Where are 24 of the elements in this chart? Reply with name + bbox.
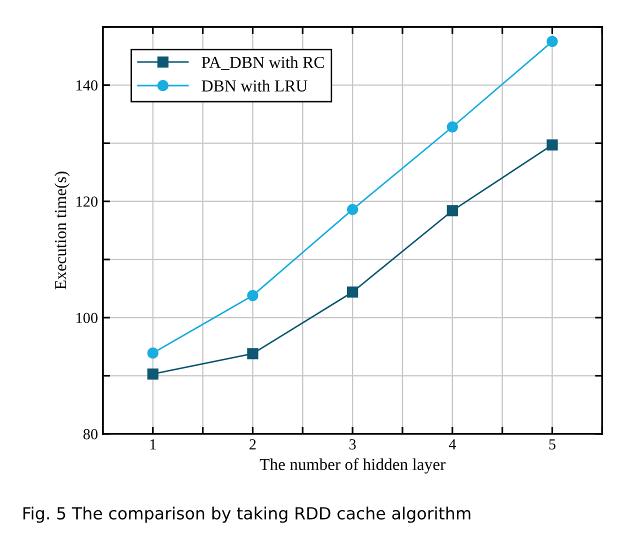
point	[147, 348, 158, 359]
point	[546, 139, 558, 151]
y-tick-label: 80	[83, 429, 98, 440]
point	[247, 348, 258, 360]
point	[247, 290, 258, 302]
y-tick-label: 140	[76, 80, 98, 91]
x-tick-label: 3	[349, 439, 356, 450]
x-tick-label: 4	[448, 439, 456, 450]
caption: Fig. 5 The comparison by taking RDD cache algorithm	[23, 506, 470, 523]
x-tick-label: 1	[150, 439, 156, 450]
point	[147, 368, 158, 380]
x-axis-title: The number of hidden layer	[260, 458, 446, 474]
point	[446, 121, 458, 132]
y-tick-label: 100	[76, 312, 98, 324]
point	[347, 286, 358, 298]
legend-label: DBN with LRU	[202, 80, 308, 92]
y-axis-title: Execution time(s)	[54, 172, 70, 290]
point	[546, 36, 558, 48]
x-tick-label: 5	[549, 439, 556, 450]
x-tick-label: 2	[250, 439, 256, 450]
legend-label: PA_DBN with RC	[202, 56, 324, 70]
y-tick-label: 120	[76, 196, 98, 207]
point	[347, 204, 358, 216]
point	[446, 205, 458, 216]
